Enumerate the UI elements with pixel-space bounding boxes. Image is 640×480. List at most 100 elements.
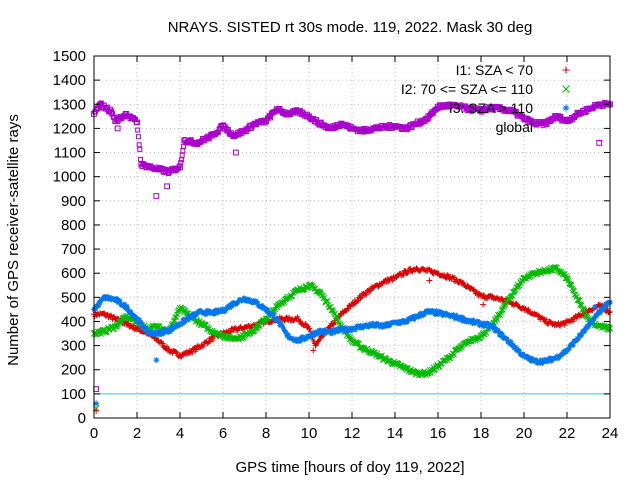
plus-mark [344, 305, 350, 311]
star-mark [570, 343, 576, 349]
trend-mark [126, 320, 132, 326]
trend-mark [405, 269, 411, 275]
trend-mark [484, 296, 490, 302]
trend-mark [160, 341, 166, 347]
trend-mark [429, 268, 435, 274]
trend-mark [562, 322, 568, 328]
plus-mark [201, 343, 207, 349]
trend-mark [189, 350, 195, 356]
trend-mark [457, 278, 463, 284]
plus-mark [207, 339, 213, 345]
trend-mark [450, 274, 456, 280]
plus-mark [457, 278, 463, 284]
plus-mark [526, 306, 532, 312]
trend-mark [433, 270, 439, 276]
trend-mark [400, 272, 406, 278]
trend-mark [573, 315, 579, 321]
plus-mark [543, 317, 549, 323]
trend-mark [355, 298, 361, 304]
plus-mark [355, 298, 361, 304]
plus-mark [405, 269, 411, 275]
trend-mark [294, 314, 300, 320]
plus-mark [460, 279, 466, 285]
plus-mark [481, 292, 487, 298]
plus-mark [101, 310, 107, 316]
trend-mark [570, 318, 576, 324]
trend-mark [108, 312, 114, 318]
plus-mark [160, 341, 166, 347]
trend-mark [283, 315, 289, 321]
trend-mark [589, 320, 595, 326]
trend-mark [201, 343, 207, 349]
chart-title: NRAYS. SISTED rt 30s mode. 119, 2022. Ma… [168, 19, 533, 36]
trend-mark [186, 347, 192, 353]
plus-mark [450, 274, 456, 280]
trend-mark [481, 292, 487, 298]
plus-mark [433, 270, 439, 276]
trend-mark [344, 305, 350, 311]
plus-mark [208, 334, 214, 340]
trend-mark [357, 295, 363, 301]
trend-mark [169, 350, 175, 356]
trend-mark [519, 305, 525, 311]
trend-mark [173, 349, 179, 355]
trend-mark [114, 323, 120, 330]
trend-mark [208, 334, 214, 340]
plus-mark [357, 295, 363, 301]
trend-mark [545, 321, 551, 327]
plus-mark [573, 315, 579, 321]
plus-mark [404, 270, 410, 276]
plus-mark [108, 312, 114, 318]
trend-mark [460, 280, 466, 286]
plus-mark [283, 315, 289, 321]
plus-mark [364, 291, 370, 297]
plus-mark [367, 287, 373, 293]
trend-mark [345, 306, 351, 312]
trend-mark [543, 317, 549, 323]
trend-mark [347, 304, 353, 310]
trend-mark [101, 310, 107, 316]
trend-mark [294, 316, 300, 322]
cross-mark [114, 323, 120, 330]
plus-mark [443, 275, 449, 281]
trend-mark [499, 331, 505, 337]
plus-mark [429, 268, 435, 274]
trend-mark [207, 339, 213, 345]
trend-mark [210, 337, 216, 343]
plus-mark [173, 349, 179, 355]
plus-mark [327, 323, 333, 329]
trend-mark [606, 300, 612, 306]
star-mark [602, 305, 608, 311]
star-mark [499, 331, 505, 337]
plus-mark [169, 350, 175, 356]
trend-mark [443, 275, 449, 281]
plus-mark [126, 320, 132, 326]
plus-mark [606, 310, 612, 316]
plus-mark [297, 318, 303, 324]
plus-mark [460, 280, 466, 286]
plus-mark [189, 350, 195, 356]
trend-mark [602, 305, 608, 311]
plus-mark [164, 343, 170, 349]
plus-mark [358, 295, 364, 301]
plus-mark [307, 326, 313, 332]
plus-mark [174, 350, 180, 356]
plus-mark [545, 321, 551, 327]
plus-mark [210, 337, 216, 343]
plus-mark [186, 347, 192, 353]
plus-mark [400, 272, 406, 278]
trend-mark [164, 343, 170, 349]
trend-mark [402, 267, 408, 273]
plus-mark [294, 314, 300, 320]
trend-mark [307, 326, 313, 332]
trend-mark [297, 318, 303, 324]
trend-mark [358, 295, 364, 301]
plus-mark [294, 316, 300, 322]
plus-mark [519, 305, 525, 311]
trend-mark [570, 343, 576, 349]
plus-mark [484, 296, 490, 302]
trend-mark [367, 287, 373, 293]
star-mark [143, 325, 149, 331]
trend-mark [327, 323, 333, 329]
